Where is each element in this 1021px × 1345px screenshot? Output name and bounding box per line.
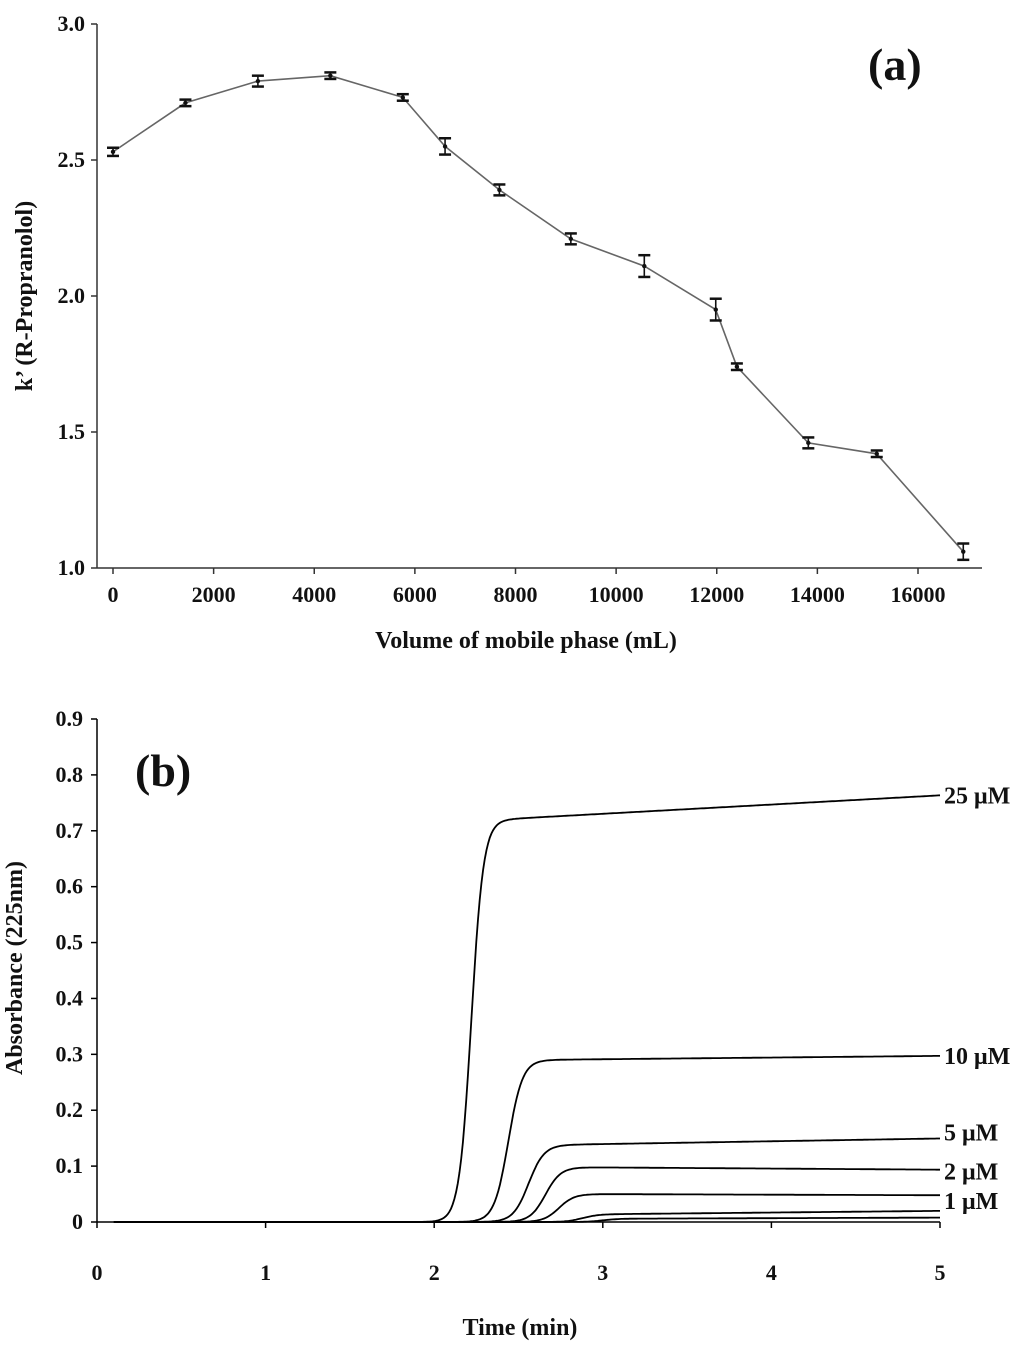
data-point-a — [961, 549, 966, 554]
data-point-a — [642, 263, 647, 269]
series-label: 25 μM — [944, 783, 1010, 809]
panel-label-b: (b) — [135, 745, 191, 796]
panel-b: 0 0.1 0.2 0.3 0.4 0.5 0.6 0.7 0.8 0.9 0 1 2 3 4 5 25 μ… — [2, 706, 1010, 1341]
series-line-a — [112, 74, 964, 553]
x-axis-label-a: Volume of mobile phase (mL) — [375, 628, 677, 654]
x-tick-label-a: 0 — [108, 582, 119, 607]
series-label: 10 μM — [944, 1044, 1010, 1070]
series-label: 2 μM — [944, 1160, 998, 1186]
absorbance-curve — [113, 794, 941, 1223]
y-tick-label-b: 0.9 — [56, 706, 84, 731]
x-tick-label-a: 8000 — [494, 582, 538, 607]
y-tick-label-b: 0 — [72, 1209, 83, 1234]
data-point-a — [255, 78, 261, 84]
x-tick-label-b: 5 — [935, 1260, 946, 1285]
series-label: 5 μM — [944, 1120, 998, 1146]
data-point-a — [497, 187, 502, 193]
y-axis-label-b: Absorbance (225nm) — [2, 861, 28, 1075]
y-tick-label-a: 3.0 — [58, 11, 86, 36]
y-tick-label-b: 0.5 — [56, 930, 84, 955]
data-point-a — [734, 364, 740, 369]
panel-label-a: (a) — [868, 39, 922, 90]
y-tick-label-b: 0.1 — [56, 1153, 84, 1178]
series-label: 1 μM — [944, 1189, 998, 1215]
x-tick-label-a: 2000 — [192, 582, 236, 607]
y-tick-label-b: 0.2 — [56, 1097, 84, 1122]
y-tick-label-b: 0.8 — [56, 762, 84, 787]
absorbance-curve — [113, 1137, 940, 1223]
data-point-a — [874, 451, 879, 456]
y-tick-label-a: 1.0 — [58, 555, 86, 580]
x-tick-label-b: 4 — [766, 1260, 777, 1285]
data-point-a — [806, 440, 811, 446]
x-tick-label-b: 1 — [260, 1260, 271, 1285]
data-point-a — [400, 95, 405, 100]
x-tick-label-a: 14000 — [790, 582, 845, 607]
absorbance-curve — [113, 1055, 940, 1223]
x-tick-label-a: 12000 — [689, 582, 744, 607]
panel-a: 1.0 1.5 2.0 2.5 3.0 0 2000 4000 6000 8000 10000 12… — [12, 11, 982, 654]
x-tick-label-b: 2 — [429, 1260, 440, 1285]
absorbance-curve — [113, 1216, 940, 1223]
data-point-a — [713, 307, 718, 312]
y-tick-label-a: 2.0 — [58, 283, 86, 308]
data-point-a — [183, 100, 188, 106]
x-tick-label-a: 6000 — [393, 582, 437, 607]
data-point-a — [568, 236, 574, 242]
y-tick-label-a: 2.5 — [58, 147, 86, 172]
y-tick-label-b: 0.3 — [56, 1041, 84, 1066]
y-axis-label-a: k’ (R-Propranolol) — [12, 201, 38, 391]
x-tick-label-b: 3 — [597, 1260, 608, 1285]
data-point-a — [110, 149, 116, 155]
y-tick-label-a: 1.5 — [58, 419, 86, 444]
y-tick-label-b: 0.6 — [56, 874, 84, 899]
data-point-a — [442, 144, 448, 149]
y-tick-label-b: 0.4 — [56, 985, 84, 1010]
x-tick-label-a: 4000 — [292, 582, 336, 607]
data-point-a — [328, 73, 333, 78]
x-tick-label-a: 10000 — [589, 582, 644, 607]
y-tick-label-b: 0.7 — [56, 818, 84, 843]
x-axis-label-b: Time (min) — [463, 1315, 578, 1341]
x-tick-label-b: 0 — [92, 1260, 103, 1285]
x-tick-label-a: 16000 — [891, 582, 946, 607]
